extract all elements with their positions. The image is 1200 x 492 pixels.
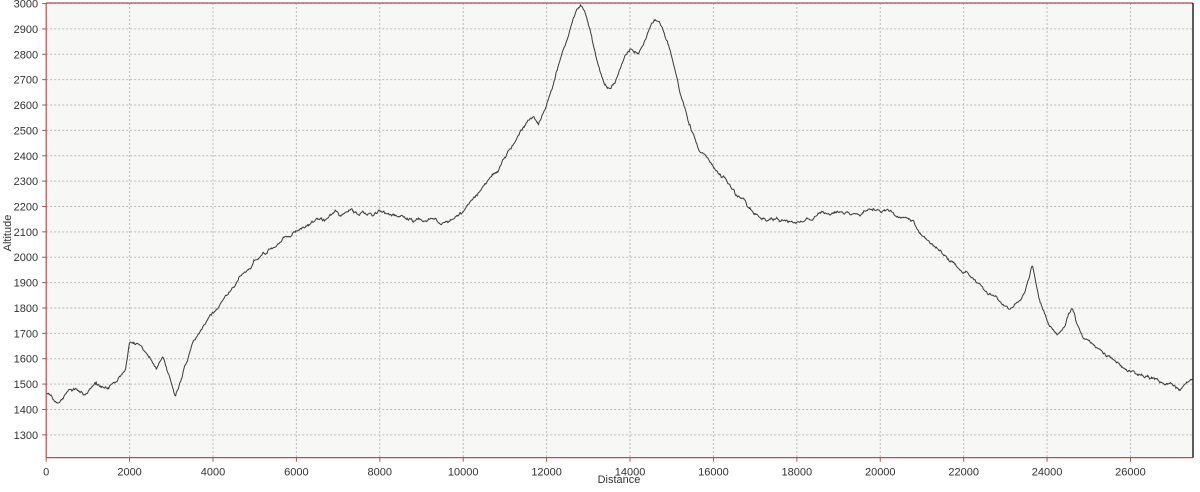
svg-text:0: 0 <box>43 467 49 479</box>
svg-text:2700: 2700 <box>14 75 38 87</box>
svg-text:2000: 2000 <box>117 467 141 479</box>
svg-text:24000: 24000 <box>1032 467 1063 479</box>
svg-text:26000: 26000 <box>1115 467 1146 479</box>
svg-text:2500: 2500 <box>14 125 38 137</box>
svg-text:1700: 1700 <box>14 328 38 340</box>
svg-text:10000: 10000 <box>448 467 479 479</box>
svg-text:1800: 1800 <box>14 303 38 315</box>
svg-text:6000: 6000 <box>284 467 308 479</box>
svg-text:1900: 1900 <box>14 278 38 290</box>
svg-text:1600: 1600 <box>14 354 38 366</box>
svg-text:2200: 2200 <box>14 202 38 214</box>
svg-text:1400: 1400 <box>14 404 38 416</box>
svg-text:1500: 1500 <box>14 379 38 391</box>
svg-text:1300: 1300 <box>14 430 38 442</box>
svg-text:20000: 20000 <box>865 467 896 479</box>
svg-text:2600: 2600 <box>14 100 38 112</box>
svg-text:4000: 4000 <box>201 467 225 479</box>
svg-text:18000: 18000 <box>782 467 813 479</box>
svg-text:16000: 16000 <box>698 467 729 479</box>
svg-text:2800: 2800 <box>14 49 38 61</box>
svg-text:2000: 2000 <box>14 252 38 264</box>
svg-text:22000: 22000 <box>948 467 979 479</box>
svg-text:2100: 2100 <box>14 227 38 239</box>
svg-text:8000: 8000 <box>368 467 392 479</box>
svg-text:2400: 2400 <box>14 151 38 163</box>
svg-text:2900: 2900 <box>14 24 38 36</box>
svg-text:3000: 3000 <box>14 0 38 11</box>
svg-text:2300: 2300 <box>14 176 38 188</box>
svg-text:12000: 12000 <box>531 467 562 479</box>
